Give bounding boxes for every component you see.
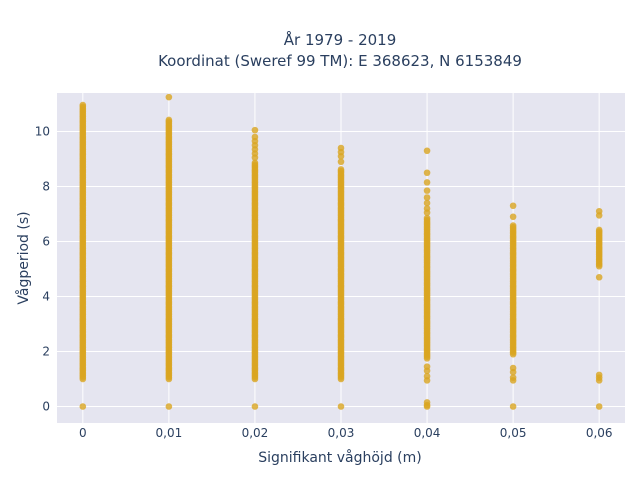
data-point — [165, 93, 173, 101]
y-tick-label: 6 — [42, 235, 50, 249]
x-tick-label: 0,03 — [328, 426, 355, 440]
x-tick-label: 0,05 — [500, 426, 527, 440]
data-point — [251, 159, 259, 167]
data-point — [423, 363, 431, 370]
data-point — [509, 222, 517, 229]
data-point — [337, 158, 345, 166]
data-point — [79, 403, 87, 410]
data-point — [595, 403, 603, 410]
x-tick-label: 0,06 — [586, 426, 613, 440]
data-point — [251, 133, 259, 141]
data-point — [165, 116, 173, 124]
y-tick-label: 0 — [42, 400, 50, 414]
data-point — [509, 364, 517, 372]
data-point — [337, 403, 345, 410]
data-point — [595, 273, 603, 281]
data-point — [251, 126, 259, 134]
data-point — [509, 374, 517, 381]
y-axis-label: Vågperiod (s) — [15, 211, 32, 304]
data-point — [337, 166, 345, 173]
data-point — [165, 403, 173, 410]
data-point — [79, 101, 87, 109]
y-tick-label: 4 — [42, 290, 50, 304]
data-point — [423, 169, 431, 177]
data-point — [423, 205, 431, 212]
data-point — [423, 214, 431, 222]
data-point — [423, 187, 431, 194]
x-axis-ticks: 0 0,01 0,02 0,03 0,04 0,05 0,06 — [79, 426, 613, 440]
data-point — [595, 226, 603, 234]
data-point — [595, 207, 603, 215]
data-point — [423, 194, 431, 201]
data-point — [509, 202, 517, 210]
chart-title-line2: Koordinat (Sweref 99 TM): E 368623, N 61… — [158, 52, 522, 70]
y-tick-label: 10 — [35, 125, 50, 139]
data-point — [595, 371, 603, 379]
data-point — [423, 147, 431, 155]
data-points — [79, 93, 603, 410]
data-point — [337, 144, 345, 152]
data-point — [423, 179, 431, 186]
x-axis-label: Signifikant våghöjd (m) — [258, 449, 421, 466]
x-tick-label: 0,02 — [242, 426, 269, 440]
x-tick-label: 0,04 — [414, 426, 441, 440]
x-tick-label: 0,01 — [156, 426, 183, 440]
data-point — [423, 399, 431, 406]
data-point — [509, 403, 517, 410]
chart-title-line1: År 1979 - 2019 — [284, 30, 397, 49]
data-point — [423, 372, 431, 380]
y-tick-label: 8 — [42, 180, 50, 194]
data-point — [423, 199, 431, 207]
data-point — [251, 403, 259, 410]
data-point — [509, 213, 517, 221]
x-tick-label: 0 — [79, 426, 87, 440]
y-tick-label: 2 — [42, 345, 50, 359]
y-axis-ticks: 0 2 4 6 8 10 — [35, 125, 50, 414]
